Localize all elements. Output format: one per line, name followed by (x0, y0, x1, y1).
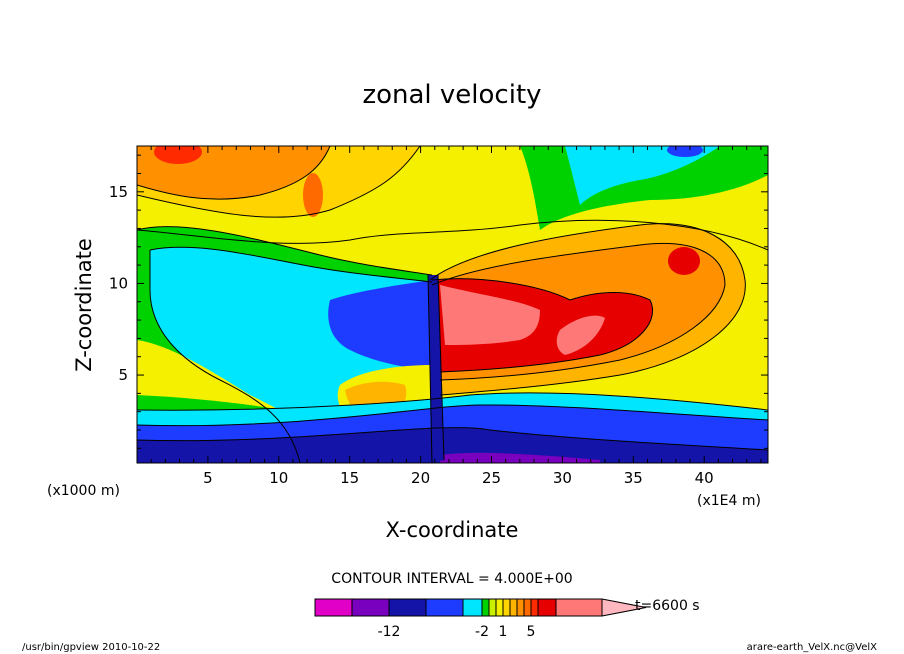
contour-line (137, 146, 421, 218)
x-tick-label: 25 (482, 469, 501, 487)
colorbar-label: -2 (475, 624, 489, 640)
colorbar-swatch (425, 598, 464, 617)
contour-line (137, 392, 768, 411)
contour-line (431, 278, 653, 373)
field-upper-orange3 (303, 173, 323, 217)
colorbar-swatch (488, 598, 497, 617)
heatmap-field (137, 146, 768, 463)
footer-right: arare-earth_VelX.nc@VelX (747, 642, 878, 653)
time-label: t=6600 s (635, 598, 700, 614)
colorbar-swatch (495, 598, 504, 617)
y-tick-label: 5 (118, 366, 128, 384)
field-low-purple (440, 452, 600, 463)
y-tick-labels: 5 10 15 (109, 183, 128, 384)
colorbar-swatch (537, 598, 557, 617)
contour-line (431, 242, 726, 381)
field-upper-right-cyan (565, 146, 720, 205)
colorbar-swatch (516, 598, 525, 617)
contour-line (437, 274, 445, 461)
chart-title: zonal velocity (362, 80, 541, 110)
plot-frame (136, 145, 769, 464)
colorbar-swatch (351, 598, 390, 617)
x-axis-label: X-coordinate (386, 518, 519, 542)
x-tick-label: 10 (269, 469, 288, 487)
colorbar-label: -12 (378, 624, 401, 640)
colorbar-swatch (502, 598, 511, 617)
x-tick-label: 20 (411, 469, 430, 487)
axis-ticks (137, 146, 768, 463)
colorbar-arrow (601, 598, 647, 617)
contour-line (137, 404, 768, 427)
contour-line (149, 246, 433, 283)
colorbar-swatch (462, 598, 483, 617)
y-scale-note: (x1000 m) (47, 483, 120, 499)
field-upper-max (154, 146, 202, 164)
contour-lines (137, 146, 768, 463)
field-upper-blue (667, 146, 703, 157)
colorbar-swatch (388, 598, 427, 617)
field-left-easterly (328, 280, 432, 370)
x-tick-label: 15 (340, 469, 359, 487)
y-tick-label: 10 (109, 274, 128, 292)
colorbar-swatch (481, 598, 490, 617)
contour-line (137, 427, 768, 451)
x-tick-label: 30 (553, 469, 572, 487)
colorbar (314, 598, 647, 617)
x-scale-note: (x1E4 m) (697, 493, 761, 509)
colorbar-swatch (509, 598, 518, 617)
colorbar-swatch (314, 598, 353, 617)
colorbar-swatch (523, 598, 532, 617)
field-low-navy (137, 427, 768, 463)
contour-line (137, 226, 433, 276)
y-tick-label: 15 (109, 183, 128, 201)
field-jet-pink2 (556, 315, 605, 355)
colorbar-label: 5 (527, 624, 536, 640)
colorbar-label: 1 (499, 624, 508, 640)
colorbar-swatch (530, 598, 539, 617)
contour-interval: CONTOUR INTERVAL = 4.000E+00 (331, 571, 572, 587)
contour-line (427, 274, 433, 463)
contour-line (137, 146, 331, 200)
field-jet-max-right (668, 247, 700, 275)
x-tick-label: 40 (695, 469, 714, 487)
contour-line (149, 250, 301, 463)
x-tick-label: 35 (624, 469, 643, 487)
field-jet-pink (440, 285, 540, 345)
contour-line (429, 223, 746, 396)
y-axis-label: Z-coordinate (72, 238, 96, 372)
field-front (428, 275, 444, 463)
colorbar-swatch (555, 598, 603, 617)
x-tick-label: 5 (203, 469, 213, 487)
x-tick-labels: 5 10 15 20 25 30 35 40 (203, 469, 714, 487)
footer-left: /usr/bin/gpview 2010-10-22 (22, 642, 160, 653)
colorbar-labels: -12 -2 1 5 (378, 624, 536, 640)
